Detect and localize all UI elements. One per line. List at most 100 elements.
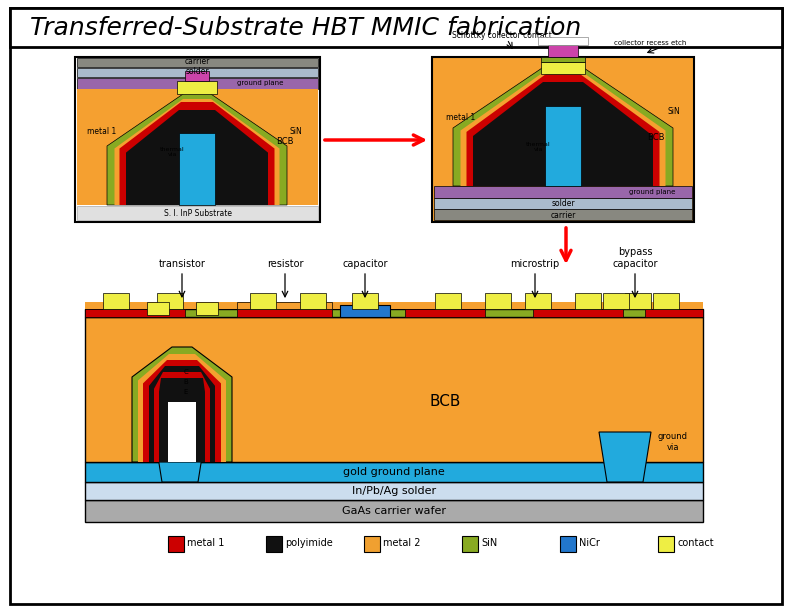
Bar (237, 302, 332, 309)
Text: SiN: SiN (289, 127, 302, 136)
Bar (103, 293, 129, 309)
Text: resistor: resistor (267, 259, 303, 269)
Bar (340, 305, 390, 317)
Polygon shape (154, 372, 210, 462)
Text: microstrip: microstrip (510, 259, 560, 269)
Text: metal 1: metal 1 (87, 127, 116, 136)
Bar (434, 198, 692, 209)
Polygon shape (138, 354, 226, 462)
Bar (560, 536, 576, 552)
Text: BCB: BCB (276, 138, 294, 146)
Bar (85, 309, 703, 317)
Polygon shape (154, 432, 206, 482)
Bar (85, 500, 703, 522)
Bar (85, 309, 185, 317)
Bar (485, 293, 511, 309)
Text: polyimide: polyimide (285, 538, 333, 548)
Text: SiN: SiN (481, 538, 497, 548)
Bar (177, 81, 217, 94)
Text: gold ground plane: gold ground plane (343, 467, 445, 477)
Bar (77, 58, 318, 67)
Text: carrier: carrier (550, 211, 576, 220)
Bar (168, 536, 184, 552)
Bar (85, 317, 703, 462)
Bar (157, 293, 183, 309)
Polygon shape (466, 74, 660, 186)
Polygon shape (107, 92, 287, 205)
Bar (541, 62, 585, 74)
Text: Transferred-Substrate HBT MMIC fabrication: Transferred-Substrate HBT MMIC fabricati… (30, 16, 581, 40)
Bar (77, 206, 318, 220)
Bar (179, 133, 215, 205)
Polygon shape (460, 69, 665, 186)
Text: solder: solder (185, 67, 209, 76)
Text: ground plane: ground plane (629, 189, 676, 195)
Text: metal 1: metal 1 (187, 538, 224, 548)
Bar (658, 536, 674, 552)
Bar (77, 89, 318, 205)
Bar (653, 293, 679, 309)
Polygon shape (453, 62, 673, 186)
Bar (625, 293, 651, 309)
Polygon shape (115, 99, 280, 205)
Bar (352, 293, 378, 309)
Text: GaAs carrier wafer: GaAs carrier wafer (342, 506, 446, 516)
Bar (575, 293, 601, 309)
Bar (300, 293, 326, 309)
Bar (77, 68, 318, 77)
Bar (10, 8, 782, 47)
Text: metal 2: metal 2 (383, 538, 421, 548)
Text: gold
thermal
via: gold thermal via (164, 399, 196, 429)
Bar (435, 293, 461, 309)
Text: solder: solder (551, 200, 575, 209)
Bar (237, 309, 332, 317)
Bar (75, 57, 320, 222)
Bar (85, 482, 703, 500)
Polygon shape (159, 378, 205, 462)
Polygon shape (599, 432, 651, 482)
Bar (85, 302, 703, 309)
Text: metal 1: metal 1 (446, 113, 475, 122)
Bar (434, 186, 692, 198)
Text: ground
via: ground via (658, 432, 688, 452)
Polygon shape (132, 347, 232, 462)
Text: transistor: transistor (158, 259, 205, 269)
Text: In/Pb/Ag solder: In/Pb/Ag solder (352, 486, 436, 496)
Bar (538, 37, 588, 45)
Bar (462, 536, 478, 552)
Text: thermal
via: thermal via (160, 147, 185, 157)
Bar (533, 309, 623, 317)
Text: NiCr: NiCr (579, 538, 600, 548)
Bar (85, 462, 703, 482)
Bar (541, 57, 585, 62)
Bar (250, 293, 276, 309)
Text: capacitor: capacitor (342, 259, 388, 269)
Bar (405, 309, 485, 317)
Text: bypass
capacitor: bypass capacitor (612, 247, 657, 269)
Bar (147, 302, 169, 315)
Bar (364, 536, 380, 552)
Polygon shape (149, 366, 215, 462)
Bar (548, 45, 578, 57)
Polygon shape (120, 102, 275, 205)
Bar (434, 209, 692, 220)
Text: contact: contact (677, 538, 714, 548)
Bar (525, 293, 551, 309)
Bar (432, 57, 694, 222)
Text: thermal
via: thermal via (526, 141, 550, 152)
Text: ground plane: ground plane (237, 80, 284, 86)
Bar (77, 78, 318, 89)
Text: BCB: BCB (647, 133, 664, 141)
Text: carrier: carrier (185, 58, 210, 67)
Text: SiN: SiN (667, 108, 680, 116)
Bar (168, 402, 196, 462)
Bar (603, 293, 629, 309)
Text: collector recess etch: collector recess etch (614, 40, 686, 46)
Text: S. I. InP Substrate: S. I. InP Substrate (163, 209, 231, 217)
Bar (545, 106, 581, 186)
Text: E: E (184, 389, 188, 395)
Polygon shape (126, 110, 268, 205)
Text: C: C (184, 369, 188, 375)
Bar (645, 309, 703, 317)
Bar (266, 536, 282, 552)
